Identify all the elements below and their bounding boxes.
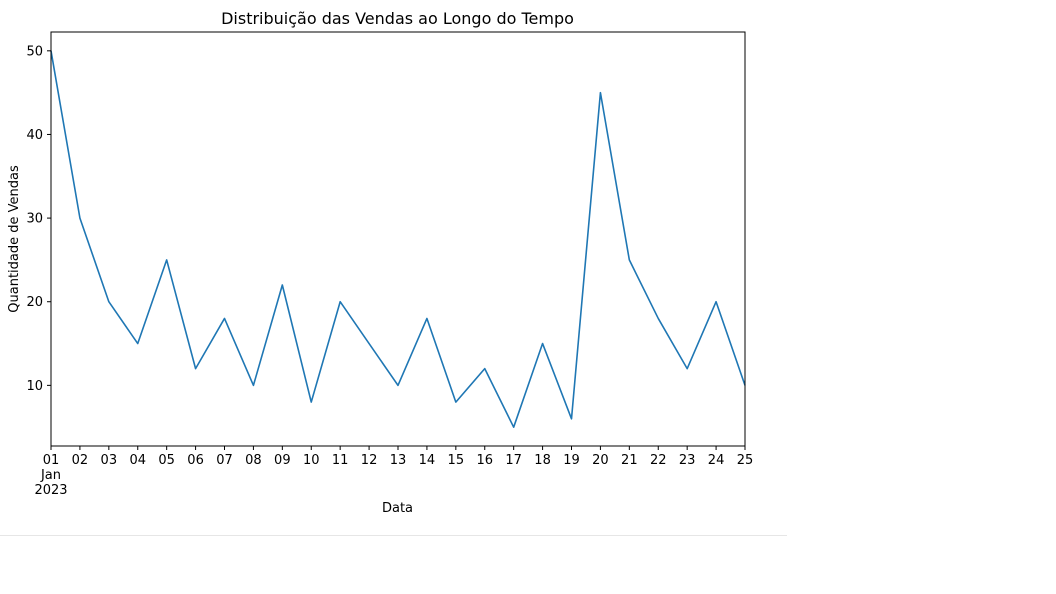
y-axis-label: Quantidade de Vendas (7, 165, 22, 313)
x-tick-label: 10 (303, 453, 320, 468)
divider (0, 535, 787, 536)
x-tick-label: 14 (419, 453, 436, 468)
x-tick-label: 18 (534, 453, 551, 468)
x-tick-label: 13 (390, 453, 407, 468)
x-month-label: Jan (40, 468, 61, 483)
x-tick-label: 03 (101, 453, 118, 468)
y-tick-label: 50 (26, 44, 43, 59)
x-tick-label: 16 (476, 453, 493, 468)
x-tick-label: 06 (187, 453, 204, 468)
x-tick-label: 20 (592, 453, 609, 468)
x-tick-label: 07 (216, 453, 233, 468)
x-tick-label: 09 (274, 453, 291, 468)
chart-title: Distribuição das Vendas ao Longo do Temp… (221, 9, 574, 28)
x-tick-label: 25 (737, 453, 754, 468)
x-tick-label: 02 (72, 453, 89, 468)
y-tick-label: 30 (26, 212, 43, 227)
x-tick-label: 22 (650, 453, 667, 468)
x-tick-label: 08 (245, 453, 262, 468)
y-tick-label: 20 (26, 295, 43, 310)
x-tick-label: 12 (361, 453, 378, 468)
x-tick-label: 15 (448, 453, 465, 468)
x-tick-label: 04 (129, 453, 146, 468)
x-axis-label: Data (382, 501, 413, 516)
y-axis: 10 20 30 40 50 (26, 44, 51, 394)
x-tick-label: 19 (563, 453, 580, 468)
x-tick-label: 01 (43, 453, 60, 468)
x-axis: 01 02 03 04 05 06 07 08 09 10 11 12 13 14 15 16 17 18 19 20… (43, 446, 754, 468)
x-tick-label: 05 (158, 453, 175, 468)
x-tick-label: 23 (679, 453, 696, 468)
x-tick-label: 11 (332, 453, 349, 468)
x-tick-label: 24 (708, 453, 725, 468)
plot-area (50, 31, 746, 447)
y-tick-label: 10 (26, 379, 43, 394)
series-line-0 (50, 50, 746, 428)
x-tick-label: 17 (505, 453, 522, 468)
x-year-label: 2023 (34, 483, 67, 498)
x-tick-label: 21 (621, 453, 638, 468)
y-tick-label: 40 (26, 128, 43, 143)
